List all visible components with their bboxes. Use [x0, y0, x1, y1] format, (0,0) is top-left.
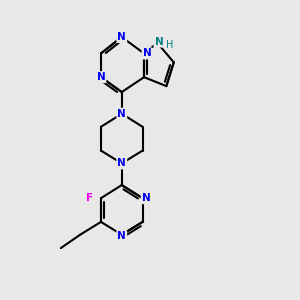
- Text: N: N: [117, 231, 126, 241]
- Text: H: H: [166, 40, 174, 50]
- Text: F: F: [86, 193, 93, 203]
- Text: N: N: [117, 32, 126, 42]
- Text: N: N: [143, 48, 152, 59]
- Text: N: N: [154, 37, 163, 46]
- Text: N: N: [117, 158, 126, 168]
- Text: N: N: [142, 193, 151, 203]
- Text: N: N: [117, 109, 126, 119]
- Text: N: N: [97, 72, 105, 82]
